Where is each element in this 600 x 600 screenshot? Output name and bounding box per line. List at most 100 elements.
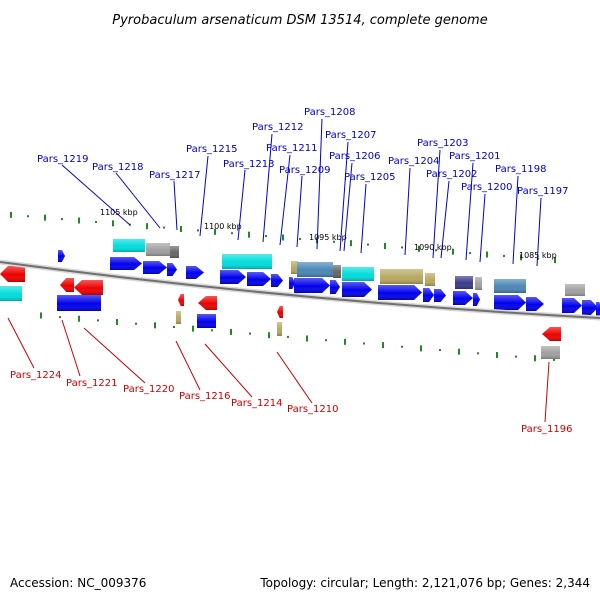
tick-mark	[452, 248, 454, 255]
tick-mark	[439, 349, 441, 352]
rev-cds-arrow-shading	[542, 327, 561, 341]
tick-mark	[95, 220, 97, 223]
tick-mark	[211, 329, 213, 332]
tick-mark	[363, 342, 365, 345]
gene-label-pars-1196[interactable]: Pars_1196	[521, 424, 572, 435]
tick-mark	[458, 348, 460, 355]
gene-label-pars-1219[interactable]: Pars_1219	[37, 154, 88, 165]
tick-mark	[214, 228, 216, 235]
gene-label-pars-1208[interactable]: Pars_1208	[304, 107, 355, 118]
tick-mark	[78, 217, 80, 224]
feature-khaki-shading	[277, 322, 282, 336]
gene-label-pars-1216[interactable]: Pars_1216	[179, 391, 230, 402]
tick-mark	[553, 358, 555, 361]
gene-label-pars-1203[interactable]: Pars_1203	[417, 138, 468, 149]
gene-label-pars-1204[interactable]: Pars_1204	[388, 156, 439, 167]
cds-arrow-shading	[494, 295, 526, 310]
gene-label-pars-1220[interactable]: Pars_1220	[123, 384, 174, 395]
gene-label-pars-1201[interactable]: Pars_1201	[449, 151, 500, 162]
cds-arrow-shading	[143, 261, 167, 274]
tick-mark	[350, 240, 352, 247]
feature-cyan-shading	[113, 239, 145, 252]
cds-arrow-shading	[596, 302, 600, 316]
leader-line	[536, 197, 542, 267]
tick-mark	[520, 254, 522, 261]
tick-mark	[469, 252, 471, 255]
gene-label-pars-1202[interactable]: Pars_1202	[426, 169, 477, 180]
cds-arrow-shading	[453, 291, 473, 305]
leader-line	[316, 118, 323, 250]
gene-label-pars-1197[interactable]: Pars_1197	[517, 186, 568, 197]
leader-line	[440, 180, 450, 259]
reverse-gene-labels: Pars_1224 Pars_1221 Pars_1220 Pars_1216 …	[10, 370, 572, 435]
tick-mark	[163, 226, 165, 229]
map-title: Pyrobaculum arsenaticum DSM 13514, compl…	[112, 13, 487, 28]
feature-cyan-shading	[342, 267, 374, 281]
tick-mark	[401, 246, 403, 249]
leader-line	[360, 183, 367, 254]
gene-label-pars-1224[interactable]: Pars_1224	[10, 370, 61, 381]
scale-label-1090: 1090 kbp	[414, 243, 452, 252]
tick-mark	[249, 332, 251, 335]
tick-mark	[97, 319, 99, 322]
feature-steel-shading	[494, 279, 526, 293]
tick-mark	[230, 328, 232, 335]
tick-mark	[306, 335, 308, 342]
leader-line	[61, 319, 81, 377]
cds-arrow-shading	[271, 274, 283, 287]
feature-cyan-shading	[222, 254, 272, 269]
gene-label-pars-1209[interactable]: Pars_1209	[279, 165, 330, 176]
rev-cds-arrow-shading	[0, 266, 25, 282]
tick-mark	[59, 316, 61, 319]
feature-khaki-shading	[291, 261, 298, 274]
gene-label-pars-1210[interactable]: Pars_1210	[287, 404, 338, 415]
leader-line	[7, 317, 35, 369]
tick-mark	[477, 352, 479, 355]
leader-line	[173, 180, 178, 231]
feature-cyan-shading	[0, 286, 22, 301]
tick-mark	[344, 338, 346, 345]
gene-label-pars-1205[interactable]: Pars_1205	[344, 172, 395, 183]
scale-label-1100: 1100 kbp	[204, 222, 242, 231]
tick-mark	[420, 345, 422, 352]
leader-line	[432, 149, 441, 259]
gene-label-pars-1218[interactable]: Pars_1218	[92, 162, 143, 173]
reverse-cds-shading	[57, 295, 101, 311]
feature-dark-gray-shading	[170, 246, 179, 258]
scale-label-1105: 1105 kbp	[100, 208, 138, 217]
tick-mark	[382, 342, 384, 349]
gene-label-pars-1207[interactable]: Pars_1207	[325, 130, 376, 141]
cds-arrow-shading	[562, 298, 582, 313]
feature-gray-shading	[565, 284, 585, 296]
gene-label-pars-1214[interactable]: Pars_1214	[231, 398, 282, 409]
cds-arrow-shading	[342, 282, 372, 297]
cds-arrow-shading	[220, 270, 246, 284]
gene-label-pars-1217[interactable]: Pars_1217	[149, 170, 200, 181]
leader-line	[296, 175, 303, 248]
tick-mark	[231, 232, 233, 235]
gene-label-pars-1211[interactable]: Pars_1211	[266, 143, 317, 154]
rev-cds-arrow-shading	[178, 294, 184, 306]
tick-mark	[268, 332, 270, 339]
tick-mark	[486, 251, 488, 258]
tick-mark	[27, 215, 29, 218]
gene-label-pars-1198[interactable]: Pars_1198	[495, 164, 546, 175]
feature-gray-shading	[541, 346, 560, 359]
tick-mark	[78, 315, 80, 322]
gene-label-pars-1215[interactable]: Pars_1215	[186, 144, 237, 155]
tick-mark	[401, 345, 403, 348]
cds-arrow-shading	[186, 266, 204, 279]
leader-line	[262, 133, 273, 243]
gene-label-pars-1213[interactable]: Pars_1213	[223, 159, 274, 170]
tick-mark	[325, 339, 327, 342]
tick-mark	[248, 231, 250, 238]
gene-label-pars-1212[interactable]: Pars_1212	[252, 122, 303, 133]
tick-mark	[299, 237, 301, 240]
gene-label-pars-1200[interactable]: Pars_1200	[461, 182, 512, 193]
forward-gene-labels: Pars_1219 Pars_1218 Pars_1217 Pars_1215 …	[37, 107, 568, 197]
tick-mark	[44, 214, 46, 221]
gene-label-pars-1206[interactable]: Pars_1206	[329, 151, 380, 162]
gene-label-pars-1221[interactable]: Pars_1221	[66, 378, 117, 389]
cds-arrow-shading	[247, 272, 271, 286]
